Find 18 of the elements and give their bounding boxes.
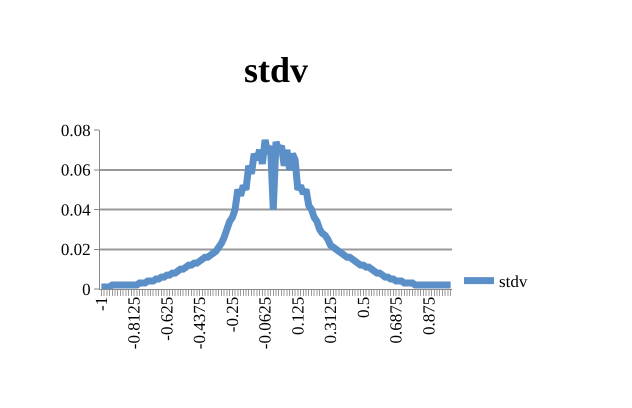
chart-title: stdv [244,50,308,90]
y-tick-label: 0.04 [60,200,92,220]
x-tick-label: -0.4375 [190,296,210,350]
x-tick-label: 0.6875 [386,296,406,344]
legend-label: stdv [499,272,528,292]
x-tick-label: 0.5 [354,296,373,318]
x-tick-label: -0.25 [222,296,242,332]
x-tick-label: -0.625 [157,296,176,341]
y-tick-label: 0.06 [60,160,91,180]
x-tick-label: -0.8125 [124,296,144,350]
x-tick-label: 0.875 [419,296,438,336]
x-tick-label: -1 [92,296,111,311]
x-tick-label: 0.3125 [321,296,340,344]
x-tick-label: -0.0625 [256,296,275,350]
x-tick-label: 0.125 [288,296,308,336]
y-tick-label: 0.02 [60,240,91,260]
y-tick-label: 0 [82,280,91,299]
y-tick-label: 0.08 [60,120,91,140]
